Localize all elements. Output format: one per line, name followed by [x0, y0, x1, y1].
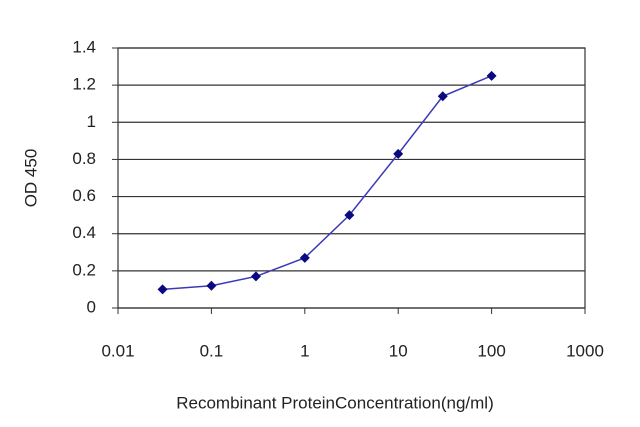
y-tick-label: 1.2 [72, 75, 96, 94]
x-tick-label: 10 [389, 341, 408, 360]
data-point [157, 284, 168, 295]
data-point [437, 91, 448, 102]
data-line [162, 75, 492, 291]
y-tick-label: 1.4 [72, 37, 96, 56]
x-tick-label: 100 [477, 341, 505, 360]
data-point [344, 210, 355, 221]
y-tick-label: 0.4 [72, 223, 96, 242]
y-tick-label: 0.8 [72, 149, 96, 168]
y-tick-label: 1 [87, 112, 96, 131]
y-axis-label: OD 450 [21, 149, 40, 208]
data-point [393, 148, 404, 159]
data-point [486, 70, 497, 81]
x-tick-label: 0.1 [200, 341, 224, 360]
x-tick-label: 1 [300, 341, 309, 360]
y-tick-label: 0.2 [72, 260, 96, 279]
y-tick-label: 0.6 [72, 186, 96, 205]
x-axis-label: Recombinant ProteinConcentration(ng/ml) [176, 393, 494, 412]
data-point [299, 252, 310, 263]
x-tick-label: 0.01 [101, 341, 134, 360]
plot-area [117, 47, 586, 309]
x-tick-label: 1000 [566, 341, 604, 360]
data-point [206, 280, 217, 291]
data-point [250, 271, 261, 282]
y-tick-label: 0 [87, 297, 96, 316]
